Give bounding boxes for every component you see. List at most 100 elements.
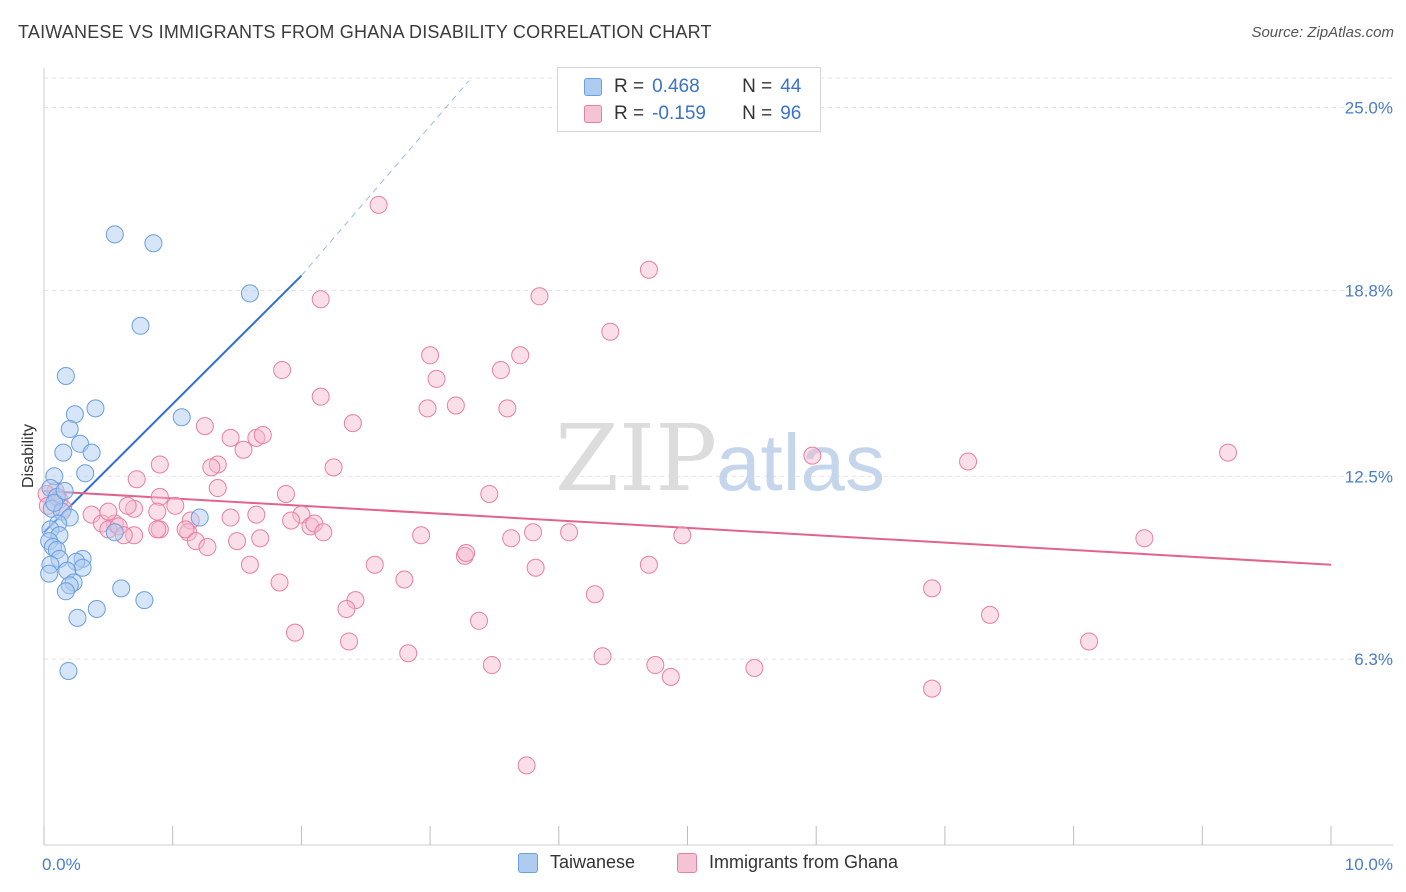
ghana-point bbox=[639, 555, 658, 574]
bottom-legend-taiwanese: Taiwanese bbox=[518, 852, 635, 873]
ghana-point bbox=[673, 526, 692, 545]
taiwanese-point bbox=[56, 582, 75, 601]
ghana-point bbox=[457, 543, 476, 562]
y-tick-label: 6.3% bbox=[1354, 650, 1393, 669]
ghana-point bbox=[1219, 443, 1238, 462]
legend-n-label: N = bbox=[742, 76, 773, 97]
taiwanese-point bbox=[112, 579, 131, 598]
bottom-legend-swatch-blue bbox=[518, 852, 538, 873]
ghana-point bbox=[923, 579, 942, 598]
y-tick-label: 18.8% bbox=[1345, 281, 1393, 300]
chart-title: TAIWANESE VS IMMIGRANTS FROM GHANA DISAB… bbox=[18, 22, 712, 42]
taiwanese-point bbox=[76, 464, 95, 483]
ghana-point bbox=[228, 532, 247, 551]
taiwanese-point bbox=[73, 558, 92, 577]
ghana-point bbox=[585, 585, 604, 604]
ghana-point bbox=[99, 502, 118, 521]
bottom-legend-swatch-pink bbox=[677, 852, 697, 873]
ghana-point bbox=[343, 414, 362, 433]
ghana-point bbox=[745, 659, 764, 677]
taiwanese-point bbox=[144, 234, 163, 253]
legend-row-ghana: R = -0.159 N = 96 bbox=[558, 101, 801, 127]
ghana-point bbox=[526, 558, 545, 577]
watermark-atlas: atlas bbox=[716, 418, 885, 507]
ghana-point bbox=[399, 644, 418, 663]
ghana-point bbox=[395, 570, 414, 589]
ghana-point bbox=[221, 428, 240, 447]
ghana-point bbox=[270, 573, 289, 592]
ghana-point bbox=[455, 546, 474, 565]
ghana-point bbox=[639, 260, 658, 279]
ghana-point bbox=[150, 487, 169, 506]
ghana-point bbox=[482, 656, 501, 675]
ghana-point bbox=[148, 520, 167, 539]
ghana-point bbox=[661, 667, 680, 686]
ghana-point bbox=[118, 496, 137, 515]
legend: R = 0.468 N = 44 R = -0.159 N = 96 bbox=[557, 67, 821, 132]
y-axis-label: Disability bbox=[20, 424, 37, 488]
ghana-point bbox=[369, 195, 388, 214]
ghana-point bbox=[1135, 529, 1154, 548]
ghana-point bbox=[803, 446, 822, 465]
taiwanese-point bbox=[56, 366, 75, 385]
y-tick-label: 25.0% bbox=[1345, 99, 1393, 118]
bottom-legend: Taiwanese Immigrants from Ghana bbox=[0, 852, 1406, 876]
legend-n-label: N = bbox=[742, 103, 773, 124]
ghana-point bbox=[337, 600, 356, 618]
legend-r-label: R = bbox=[614, 103, 645, 124]
ghana-point bbox=[530, 287, 549, 306]
legend-swatch-pink bbox=[584, 105, 602, 123]
tick-labels: 6.3% 12.5% 18.8% 25.0% 0.0% 10.0% bbox=[42, 99, 1393, 875]
ghana-point bbox=[646, 656, 665, 675]
data-points bbox=[37, 195, 1238, 775]
taiwanese-point bbox=[40, 564, 59, 583]
taiwanese-point bbox=[131, 316, 150, 335]
legend-r-value: -0.159 bbox=[652, 103, 706, 124]
ghana-point bbox=[502, 529, 521, 548]
ghana-point bbox=[340, 632, 359, 651]
ghana-point bbox=[524, 523, 543, 542]
bottom-legend-label: Immigrants from Ghana bbox=[709, 852, 899, 872]
ghana-point bbox=[480, 484, 499, 503]
taiwanese-point bbox=[82, 443, 101, 462]
taiwanese-point bbox=[135, 591, 154, 610]
taiwanese-point bbox=[87, 600, 106, 618]
y-tick-label: 12.5% bbox=[1345, 467, 1393, 486]
ghana-point bbox=[421, 346, 440, 365]
ghana-point bbox=[127, 470, 146, 489]
ghana-point bbox=[251, 529, 270, 548]
legend-n-value: 96 bbox=[780, 103, 802, 124]
legend-n-value: 44 bbox=[780, 76, 802, 97]
ghana-point bbox=[1080, 632, 1099, 651]
taiwanese-point bbox=[105, 225, 124, 244]
x-tick-label-min: 0.0% bbox=[42, 855, 81, 874]
ghana-point bbox=[166, 496, 185, 515]
x-tick-label-max: 10.0% bbox=[1345, 855, 1393, 874]
ghana-point bbox=[923, 679, 942, 698]
taiwanese-point bbox=[59, 661, 78, 680]
taiwanese-point bbox=[55, 482, 74, 500]
ghana-point bbox=[491, 361, 510, 380]
taiwanese-point bbox=[190, 508, 209, 527]
source-label: Source: ZipAtlas.com bbox=[1251, 24, 1394, 41]
ghana-point bbox=[446, 396, 465, 415]
ghana-point bbox=[412, 526, 431, 545]
ghana-point bbox=[427, 369, 446, 388]
ghana-point bbox=[959, 452, 978, 471]
ghana-point bbox=[511, 346, 530, 365]
ghana-point bbox=[560, 523, 579, 542]
ghana-point bbox=[276, 484, 295, 503]
ghana-point bbox=[240, 555, 259, 574]
taiwanese-point bbox=[105, 523, 124, 542]
ghana-point bbox=[285, 623, 304, 642]
ghana-point bbox=[198, 538, 217, 557]
taiwanese-trend-line bbox=[43, 274, 303, 534]
ghana-point bbox=[176, 520, 195, 539]
watermark-zip: ZIP bbox=[555, 405, 717, 512]
taiwanese-point bbox=[54, 443, 73, 462]
taiwanese-point bbox=[86, 399, 105, 418]
ghana-point bbox=[221, 508, 240, 527]
ghana-point bbox=[273, 361, 292, 380]
ghana-point bbox=[470, 611, 489, 630]
